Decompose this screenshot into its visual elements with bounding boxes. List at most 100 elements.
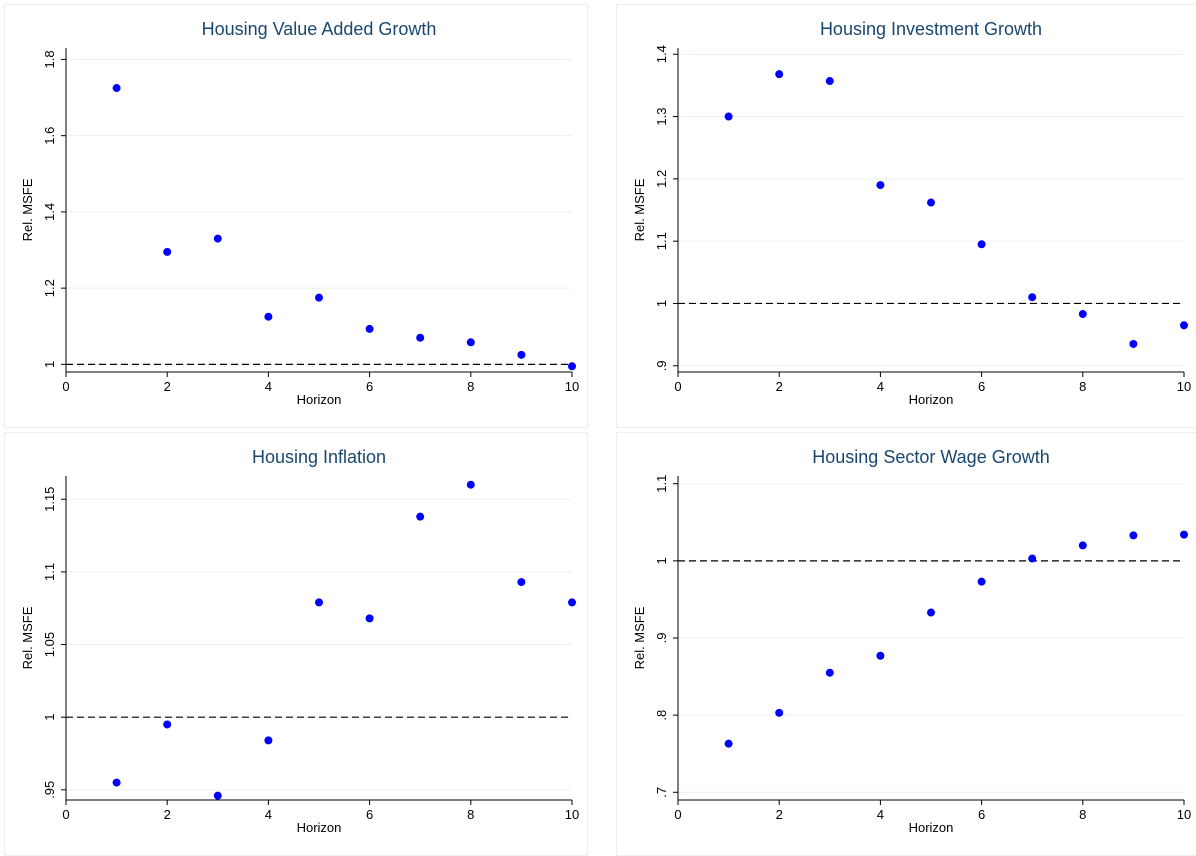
data-point — [517, 350, 526, 359]
y-axis-title: Rel. MSFE — [632, 178, 647, 241]
data-point — [1129, 339, 1138, 348]
y-axis-title: Rel. MSFE — [632, 606, 647, 669]
data-point — [1129, 531, 1138, 540]
x-axis: 0 2 4 6 8 10 — [62, 372, 579, 394]
scatter-chart-svg: .9 1 1.1 1.2 1.3 1.4 0 2 4 6 8 10 Housing Investment… — [616, 4, 1196, 428]
data-point — [1180, 321, 1188, 330]
data-points — [112, 480, 576, 800]
x-tick-label: 6 — [366, 807, 373, 822]
x-tick-label: 0 — [62, 807, 69, 822]
y-axis-title: Rel. MSFE — [20, 606, 35, 669]
data-point — [775, 708, 784, 717]
y-tick-label: 1 — [654, 557, 669, 564]
y-tick-label: 1 — [654, 300, 669, 307]
x-tick-label: 10 — [565, 379, 579, 394]
scatter-chart-svg: 1 1.2 1.4 1.6 1.8 0 2 4 6 8 10 Housing Value Added … — [4, 4, 588, 428]
chart-frame — [616, 432, 1196, 856]
x-tick-label: 8 — [1079, 807, 1086, 822]
data-point — [264, 736, 273, 745]
y-tick-label: 1.2 — [42, 279, 57, 297]
x-axis-title: Horizon — [909, 820, 954, 835]
scatter-chart-svg: .95 1 1.05 1.1 1.15 0 2 4 6 8 10 Housing Inflation H… — [4, 432, 588, 856]
x-tick-label: 4 — [265, 379, 272, 394]
data-point — [927, 198, 935, 207]
data-point — [1180, 530, 1188, 539]
chart-panel-housing-value-added-growth: 1 1.2 1.4 1.6 1.8 0 2 4 6 8 10 Housing Value Added … — [4, 4, 588, 428]
x-tick-label: 0 — [62, 379, 69, 394]
data-point — [977, 577, 986, 586]
data-point — [466, 480, 475, 489]
data-point — [825, 77, 834, 86]
data-point — [365, 324, 374, 333]
x-tick-label: 4 — [265, 807, 272, 822]
chart-frame — [4, 432, 588, 856]
data-point — [825, 668, 834, 677]
data-point — [1078, 310, 1087, 319]
x-axis: 0 2 4 6 8 10 — [674, 800, 1191, 822]
data-point — [927, 608, 935, 617]
x-tick-label: 10 — [565, 807, 579, 822]
y-tick-label: 1.4 — [42, 203, 57, 221]
data-point — [1078, 541, 1087, 550]
y-tick-label: .7 — [654, 787, 669, 798]
data-point — [1028, 554, 1037, 563]
x-tick-label: 6 — [978, 379, 985, 394]
data-point — [568, 362, 576, 371]
y-tick-label: 1.6 — [42, 127, 57, 145]
x-axis: 0 2 4 6 8 10 — [674, 372, 1191, 394]
y-tick-label: 1.2 — [654, 170, 669, 188]
data-point — [163, 720, 172, 729]
x-tick-label: 4 — [877, 379, 884, 394]
data-point — [416, 512, 425, 521]
x-tick-label: 10 — [1177, 807, 1191, 822]
y-tick-label: 1.8 — [42, 50, 57, 68]
data-point — [112, 84, 121, 93]
x-tick-label: 4 — [877, 807, 884, 822]
chart-title: Housing Inflation — [252, 447, 386, 467]
data-point — [568, 598, 576, 607]
x-tick-label: 2 — [776, 807, 783, 822]
x-tick-label: 0 — [674, 807, 681, 822]
data-point — [213, 791, 222, 800]
chart-title: Housing Sector Wage Growth — [812, 447, 1049, 467]
y-tick-label: 1 — [42, 361, 57, 368]
y-tick-label: 1.1 — [42, 563, 57, 581]
data-point — [112, 778, 121, 787]
data-point — [775, 70, 784, 79]
data-point — [466, 338, 475, 347]
y-tick-label: 1.15 — [42, 487, 57, 512]
y-tick-label: .95 — [42, 781, 57, 799]
data-point — [1028, 293, 1037, 302]
chart-frame — [4, 4, 588, 428]
x-tick-label: 6 — [978, 807, 985, 822]
y-axis: .9 1 1.1 1.2 1.3 1.4 — [654, 45, 678, 371]
x-axis-title: Horizon — [909, 392, 954, 407]
data-point — [264, 312, 273, 321]
x-axis-title: Horizon — [297, 820, 342, 835]
x-tick-label: 2 — [164, 807, 171, 822]
y-axis: .7 .8 .9 1 1.1 — [654, 475, 678, 798]
chart-title: Housing Value Added Growth — [202, 19, 437, 39]
x-tick-label: 8 — [467, 379, 474, 394]
y-tick-label: 1.3 — [654, 107, 669, 125]
data-point — [977, 240, 986, 249]
data-point — [517, 578, 526, 587]
data-point — [416, 333, 425, 342]
data-point — [315, 598, 323, 607]
chart-panel-housing-investment-growth: .9 1 1.1 1.2 1.3 1.4 0 2 4 6 8 10 Housing Investment… — [616, 4, 1196, 428]
y-tick-label: 1.1 — [654, 232, 669, 250]
y-axis: 1 1.2 1.4 1.6 1.8 — [42, 50, 66, 368]
x-tick-label: 8 — [467, 807, 474, 822]
x-tick-label: 10 — [1177, 379, 1191, 394]
x-tick-label: 8 — [1079, 379, 1086, 394]
y-axis-title: Rel. MSFE — [20, 178, 35, 241]
y-tick-label: .8 — [654, 710, 669, 721]
data-point — [876, 181, 885, 190]
data-point — [163, 247, 172, 256]
y-tick-label: 1.05 — [42, 632, 57, 657]
y-tick-label: .9 — [654, 633, 669, 644]
x-tick-label: 2 — [164, 379, 171, 394]
data-points — [724, 530, 1188, 748]
chart-panel-housing-inflation: .95 1 1.05 1.1 1.15 0 2 4 6 8 10 Housing Inflation H… — [4, 432, 588, 856]
